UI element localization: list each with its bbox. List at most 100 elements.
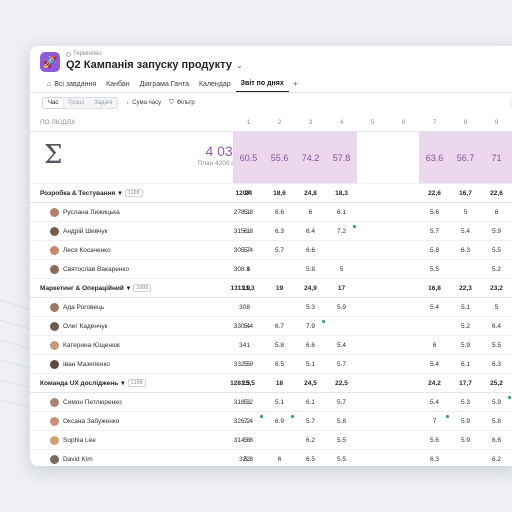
day-cell[interactable]: 5.4	[336, 341, 347, 349]
day-cell[interactable]: 5	[463, 208, 468, 216]
day-cell[interactable]: 6.6	[305, 246, 316, 254]
filter-button[interactable]: ⛉ Фільтр	[169, 99, 195, 107]
day-cell[interactable]: 5.9	[460, 341, 471, 349]
group-name[interactable]: Розробка & Тестування ▾ 1100	[40, 184, 143, 202]
member-name[interactable]: Катерина Ющенюк	[50, 336, 120, 354]
day-cell[interactable]: 6.2	[305, 436, 316, 444]
day-cell[interactable]: 24,5	[304, 379, 317, 387]
day-cell[interactable]	[326, 241, 357, 259]
day-header[interactable]: 7	[432, 119, 437, 126]
day-cell[interactable]: 22,6	[490, 189, 503, 197]
tab-daily-report[interactable]: Звіт по днях	[235, 76, 289, 92]
segment-tasks[interactable]: Задачі	[94, 100, 113, 106]
day-cell[interactable]	[264, 431, 295, 449]
title-row[interactable]: Q2 Кампанія запуску продукту ⌄	[66, 59, 243, 71]
day-cell[interactable]: 16,8	[428, 284, 441, 292]
day-cell[interactable]	[357, 184, 388, 202]
day-header[interactable]: 4	[339, 119, 344, 126]
day-cell[interactable]: 18	[275, 379, 284, 387]
table-row[interactable]: Святослав Вакаренко 308.1 6 5.8 5 5.5 5.2	[30, 260, 512, 279]
day-cell[interactable]: 22,6	[428, 189, 441, 197]
caret-down-icon[interactable]: ▾	[118, 190, 122, 197]
day-cell[interactable]	[388, 203, 419, 221]
day-cell[interactable]: 5.8	[305, 265, 316, 273]
group-name[interactable]: Маркетинг & Операційний ▾ 2000	[40, 279, 152, 297]
day-cell[interactable]: 19	[275, 284, 284, 292]
chevron-down-icon[interactable]: ⌄	[235, 60, 243, 70]
member-name[interactable]: Андрій Шевчук	[50, 222, 107, 240]
day-cell[interactable]: 6.4	[491, 322, 502, 330]
member-name[interactable]: Ада Роговець	[50, 298, 104, 316]
day-cell[interactable]: 6.5	[274, 360, 285, 368]
breadcrumb[interactable]: Терміново	[66, 51, 102, 57]
day-header[interactable]: 8	[463, 119, 468, 126]
day-cell[interactable]	[450, 260, 481, 278]
day-cell[interactable]: 5.4	[429, 398, 440, 406]
day-cell[interactable]	[388, 260, 419, 278]
day-cell[interactable]: 6.3	[429, 455, 440, 463]
day-cell[interactable]	[357, 241, 388, 259]
day-cell[interactable]	[326, 317, 357, 335]
day-cell[interactable]	[264, 298, 295, 316]
table-row[interactable]: Олег Каденчук 330.4 5.4 6.7 7.9 5.2 6.4	[30, 317, 512, 336]
day-cell[interactable]: 6	[494, 208, 499, 216]
day-cell[interactable]	[388, 184, 419, 202]
day-cell[interactable]: 6.4	[305, 227, 316, 235]
day-cell[interactable]: 25,5	[242, 379, 255, 387]
day-cell[interactable]: 6	[277, 455, 282, 463]
day-cell[interactable]: 5	[339, 265, 344, 273]
day-cell[interactable]	[388, 279, 419, 297]
day-cell[interactable]	[357, 222, 388, 240]
day-cell[interactable]: 6.8	[243, 227, 254, 235]
day-cell[interactable]: 5.7	[305, 417, 316, 425]
day-cell[interactable]	[388, 222, 419, 240]
day-cell[interactable]: 5.5	[491, 246, 502, 254]
day-cell[interactable]: 6.1	[460, 360, 471, 368]
day-cell[interactable]	[388, 412, 419, 430]
table-row[interactable]: Руслана Лижицька 278.1 5.8 6.6 6 6.1 5.6 5 6	[30, 203, 512, 222]
day-cell[interactable]	[264, 260, 295, 278]
add-tab-icon[interactable]: +	[292, 79, 299, 89]
day-header[interactable]: 9	[494, 119, 499, 126]
table-row[interactable]: Симон Петлюренко 318.3 5.2 5.1 6.1 5.7 5.4 5.3 5…	[30, 393, 512, 412]
day-cell[interactable]: 5.7	[336, 398, 347, 406]
day-cell[interactable]: 5.2	[460, 322, 471, 330]
day-cell[interactable]: 6.6	[305, 341, 316, 349]
day-cell[interactable]: 5.4	[460, 227, 471, 235]
day-cell[interactable]: 6	[246, 265, 251, 273]
day-cell[interactable]	[388, 241, 419, 259]
member-name[interactable]: Іван Мазепенко	[50, 355, 110, 373]
day-cell[interactable]: 7.9	[305, 322, 316, 330]
day-header[interactable]: 3	[308, 119, 313, 126]
day-cell[interactable]	[357, 298, 388, 316]
segment-time[interactable]: Час	[43, 98, 64, 108]
day-cell[interactable]: 5.8	[243, 208, 254, 216]
day-cell[interactable]: 5.2	[491, 265, 502, 273]
day-cell[interactable]	[233, 336, 264, 354]
day-cell[interactable]: 5.4	[243, 322, 254, 330]
table-row[interactable]: Андрій Шевчук 315.1 6.8 6.3 6.4 7.2 5.7 5.4 5.9	[30, 222, 512, 241]
day-cell[interactable]	[419, 317, 450, 335]
member-name[interactable]: David Kim	[50, 450, 93, 466]
day-cell[interactable]: 6.3	[491, 360, 502, 368]
day-cell[interactable]: 6.2	[491, 455, 502, 463]
day-cell[interactable]: 22,5	[335, 379, 348, 387]
day-cell[interactable]: 5.5	[429, 265, 440, 273]
table-row[interactable]: Ада Роговець 308 5.3 5.9 5.4 5.1 5	[30, 298, 512, 317]
day-cell[interactable]	[388, 393, 419, 411]
day-cell[interactable]: 5.5	[491, 341, 502, 349]
member-name[interactable]: Симон Петлюренко	[50, 393, 122, 411]
day-cell[interactable]: 6.1	[336, 208, 347, 216]
day-cell[interactable]	[357, 203, 388, 221]
day-cell[interactable]	[388, 298, 419, 316]
member-name[interactable]: Олег Каденчук	[50, 317, 107, 335]
table-row[interactable]: Sophia Lee 314.8 5.8 6.2 5.5 5.6 5.9 6.6	[30, 431, 512, 450]
day-cell[interactable]: 24	[244, 189, 253, 197]
segment-money[interactable]: Гроші	[68, 100, 85, 106]
day-cell[interactable]	[357, 393, 388, 411]
group-row[interactable]: Команда UX досліджень ▾ 1100 1281.3 25,5 18…	[30, 374, 512, 393]
tab-gantt[interactable]: Діаграма Ганта	[139, 80, 189, 88]
day-cell[interactable]: 24,2	[428, 379, 441, 387]
day-cell[interactable]: 6	[432, 341, 437, 349]
member-name[interactable]: Оксана Забуженко	[50, 412, 119, 430]
